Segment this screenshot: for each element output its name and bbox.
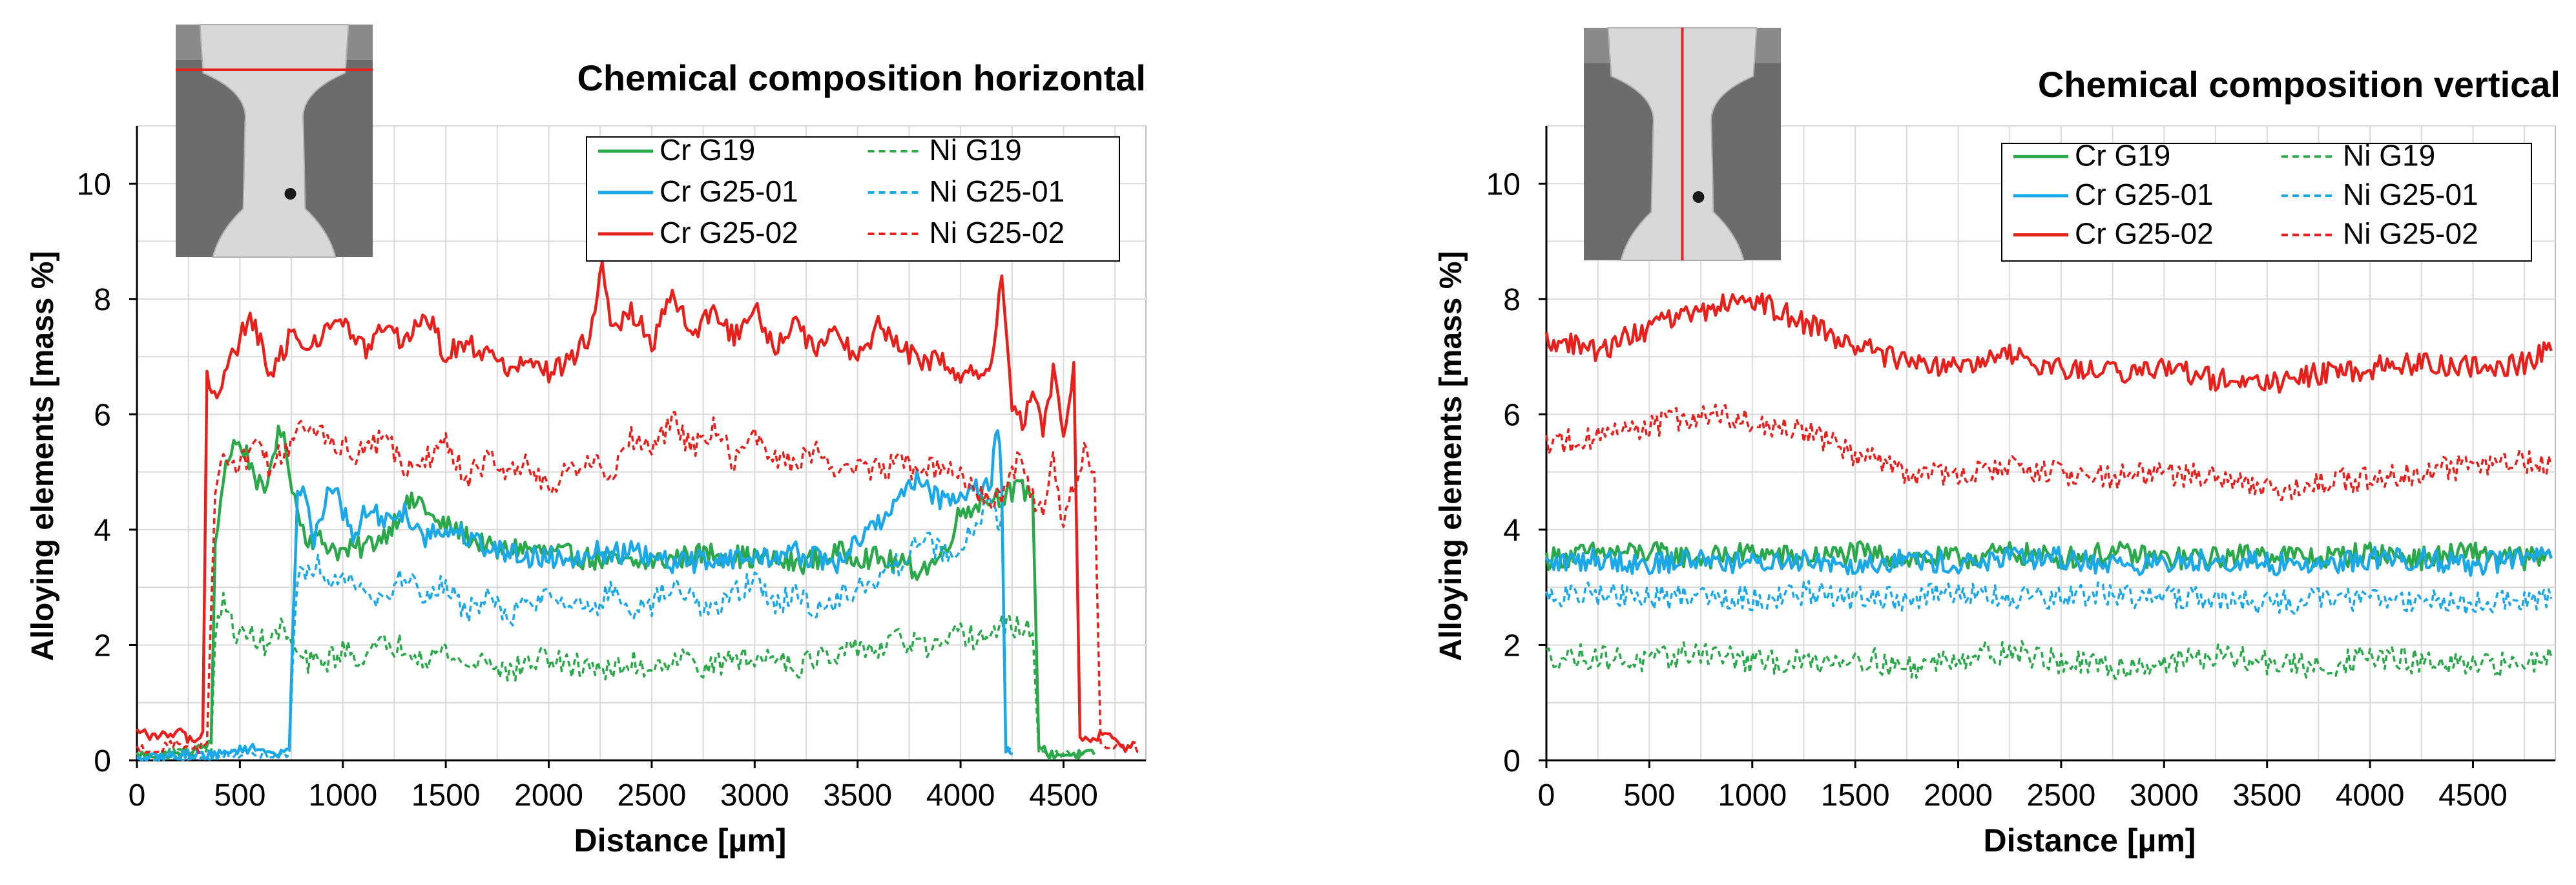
legend-label: Cr G19 [660,133,755,167]
series-line-ni-g19 [1546,640,2553,680]
x-tick-label: 0 [1538,778,1555,813]
series-line-ni-g25-02 [1545,403,2553,501]
x-tick-label: 1000 [308,778,377,813]
x-tick-label: 4500 [2438,778,2508,813]
x-tick-label: 3000 [720,778,789,813]
legend-label: Ni G25-01 [930,174,1065,208]
series-group [1544,292,2553,680]
y-tick-label: 10 [77,167,111,202]
legend-label: Ni G25-02 [930,216,1065,249]
legend-label: Cr G19 [2075,138,2170,172]
series-line-cr-g25-02 [136,260,1136,753]
legend-label: Cr G25-01 [660,174,798,208]
legend-label: Cr G25-01 [2075,178,2214,211]
x-tick-label: 1500 [411,778,481,813]
y-tick-label: 2 [94,629,111,663]
x-axis-label: Distance [µm] [1984,822,2196,859]
inset-weld-bead [199,24,349,258]
y-tick-label: 6 [1503,398,1521,432]
chart-title: Chemical composition horizontal [577,57,1146,98]
inset-pore [284,188,296,200]
legend-label: Ni G19 [930,133,1022,167]
y-tick-label: 2 [1503,629,1521,663]
chart-panel-horizontal: 0 500 1000 1500 2000 2500 3000 3500 4000 4500 0 2 4 6… [26,24,1147,859]
legend-label: Ni G25-01 [2343,178,2478,211]
series-line-ni-g25-01 [1545,579,2553,616]
y-tick-label: 4 [1503,514,1521,548]
x-tick-label: 2000 [514,778,583,813]
series-group [136,260,1141,762]
x-tick-label: 2500 [2027,778,2096,813]
chart-title: Chemical composition vertical [2038,64,2560,105]
x-tick-label: 3000 [2130,778,2199,813]
x-tick-label: 500 [1623,778,1675,813]
y-tick-label: 0 [1503,744,1521,778]
x-tick-label: 1000 [1718,778,1787,813]
y-tick-label: 4 [94,514,111,548]
x-tick-label: 4500 [1029,778,1098,813]
inset-pore [1692,191,1705,203]
y-tick-label: 6 [94,398,111,432]
y-tick-label: 10 [1486,167,1521,202]
legend-label: Cr G25-02 [660,216,798,249]
series-line-cr-g25-02 [1544,292,2553,394]
x-tick-label: 4000 [2336,778,2405,813]
legend-label: Cr G25-02 [2075,217,2214,251]
x-tick-label: 3500 [2232,778,2301,813]
weld-micrograph-inset [176,24,373,258]
x-tick-label: 2000 [1924,778,1993,813]
y-axis-label: Alloying elements [mass %] [1434,251,1468,661]
chart-panel-vertical: 0 500 1000 1500 2000 2500 3000 3500 4000 4500 0 2 4 6… [1434,27,2560,859]
legend-box [586,136,1120,262]
legend: Cr G19 Ni G19 Cr G25-01 Ni G25-01 Cr G25-02 N… [2001,138,2532,262]
y-tick-label: 8 [1503,283,1521,317]
series-line-cr-g25-01 [1545,545,2553,577]
series-line-ni-g25-01 [136,494,1013,762]
x-tick-label: 2500 [618,778,687,813]
x-tick-label: 4000 [926,778,995,813]
x-axis-label: Distance [µm] [574,822,787,859]
y-axis-label: Alloying elements [mass %] [26,251,60,661]
x-tick-label: 1500 [1821,778,1890,813]
y-tick-label: 8 [94,283,111,317]
series-line-ni-g19 [136,592,1085,760]
weld-micrograph-inset [1584,27,1781,261]
legend: Cr G19 Ni G19 Cr G25-01 Ni G25-01 Cr G25-02 N… [586,133,1120,262]
x-tick-label: 3500 [823,778,892,813]
series-line-ni-g25-02 [136,411,1141,755]
legend-box [2001,143,2532,262]
legend-label: Ni G25-02 [2343,217,2478,251]
series-line-cr-g25-01 [136,429,1013,762]
x-tick-label: 0 [129,778,146,813]
legend-label: Ni G19 [2343,138,2435,172]
y-tick-label: 0 [94,744,111,778]
x-tick-label: 500 [214,778,265,813]
